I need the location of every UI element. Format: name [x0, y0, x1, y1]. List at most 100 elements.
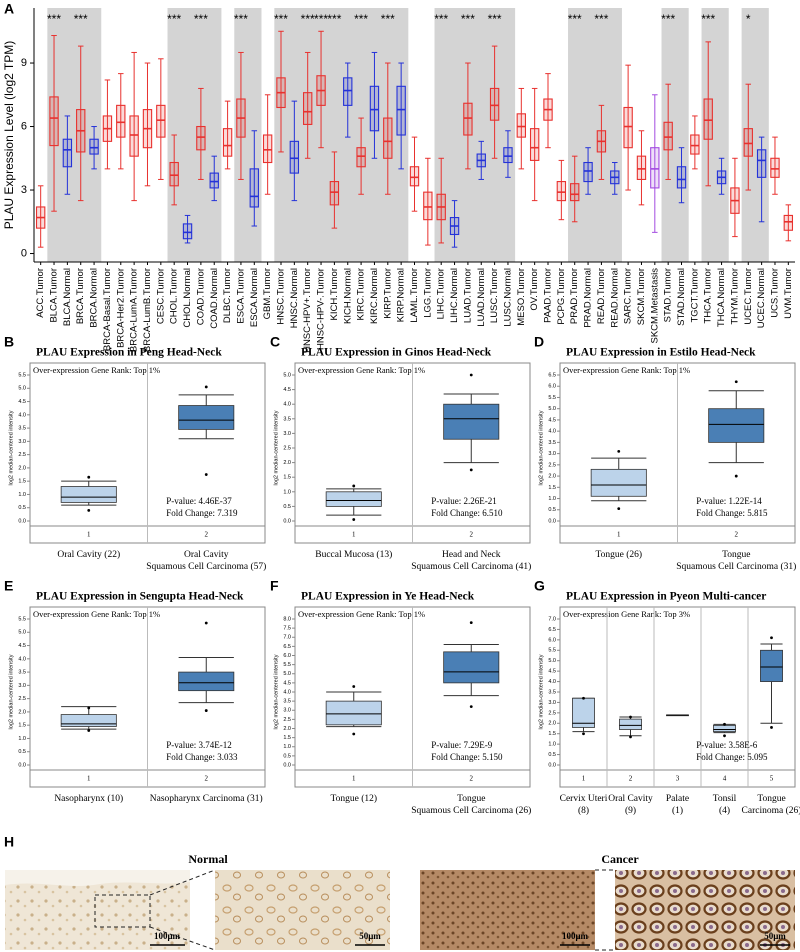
- p-value: P-value: 7.29E-9: [431, 740, 492, 750]
- y-tick-label: 6.5: [283, 644, 291, 650]
- y-tick-label: 0.5: [548, 752, 556, 758]
- y-tick-label: 2.5: [18, 696, 26, 702]
- y-axis-label: log2 median-centered intensity: [8, 410, 14, 485]
- box: [619, 718, 642, 730]
- box: [329, 181, 340, 206]
- x-tick-label: LAML.Tumor: [409, 268, 420, 323]
- outlier: [352, 732, 356, 736]
- group-number: 1: [87, 775, 91, 783]
- x-tick-label: HNSC-HPV-.Tumor: [316, 268, 327, 350]
- box: [423, 191, 433, 221]
- group-label: Palate: [666, 794, 689, 804]
- outlier: [204, 385, 208, 389]
- box: [743, 128, 753, 157]
- y-tick-label: 6.5: [548, 372, 556, 378]
- x-tick-label: OV.Tumor: [529, 268, 540, 311]
- box: [303, 92, 313, 125]
- y-tick-label: 0.5: [283, 753, 291, 759]
- panel-a: *** *** *** *** *** *** *** *** *** *** *** *** *** *…: [2, 8, 795, 353]
- box: [756, 149, 767, 178]
- x-tick-label: BRCA.Normal: [89, 268, 100, 328]
- box: [676, 166, 687, 189]
- box: [529, 128, 540, 161]
- y-tick-label: 5.5: [283, 662, 291, 668]
- rank-note: Over-expression Gene Rank: Top 1%: [298, 609, 425, 619]
- x-tick-label: UCS.Tumor: [769, 268, 780, 318]
- fold-change: Fold Change: 3.033: [166, 752, 238, 762]
- box: [516, 113, 526, 138]
- group-label: Squamous Cell Carcinoma (26): [411, 805, 531, 816]
- outlier: [723, 734, 726, 738]
- x-tick-label: ESCA.Tumor: [235, 268, 246, 324]
- rank-note: Over-expression Gene Rank: Top 3%: [563, 609, 690, 619]
- y-tick-label: 4.5: [18, 643, 26, 649]
- cancer-lowmag-image: [420, 870, 595, 950]
- box: [262, 134, 273, 164]
- panel-title: PLAU Expression in Pyeon Multi-cancer: [566, 591, 766, 603]
- y-tick-label: 4.5: [283, 387, 291, 393]
- y-tick-label: 7.0: [548, 616, 556, 622]
- group-label: Tongue: [457, 794, 485, 804]
- y-tick-label: 7.5: [283, 626, 291, 632]
- group-label: Tongue (26): [595, 549, 642, 560]
- x-tick-label: READ.Tumor: [596, 268, 607, 324]
- panel-title: PLAU Expression in Ginos Head-Neck: [301, 347, 492, 359]
- box: [343, 77, 353, 106]
- x-tick-label: HNSC-HPV+.Tumor: [302, 268, 313, 353]
- outlier: [87, 508, 91, 512]
- x-tick-label: KIRP.Normal: [396, 268, 407, 322]
- shade: [674, 8, 689, 262]
- x-tick-label: CHOL.Normal: [182, 268, 193, 328]
- y-tick-label: 4.0: [18, 656, 26, 662]
- x-tick-label: BRCA-Basal.Tumor: [102, 268, 113, 351]
- significance-label: ***: [194, 12, 208, 26]
- x-tick-label: MESO.Tumor: [516, 268, 527, 326]
- y-axis-label: log2 median-centered intensity: [273, 410, 279, 485]
- box: [60, 714, 117, 727]
- x-tick-label: GBM.Tumor: [262, 268, 273, 319]
- y-tick-label: 1.0: [18, 736, 26, 742]
- x-tick-label: UCEC.Tumor: [743, 268, 754, 325]
- y-tick-label: 3.5: [283, 416, 291, 422]
- group-number: 4: [723, 775, 727, 783]
- x-tick-label: HNSC.Tumor: [276, 268, 287, 325]
- x-tick-label: UVM.Tumor: [783, 268, 794, 319]
- y-tick-label: 0: [21, 247, 27, 259]
- y-axis-label: log2 median-centered intensity: [8, 654, 14, 729]
- box: [503, 147, 513, 164]
- rank-note: Over-expression Gene Rank: Top 1%: [563, 365, 690, 375]
- y-tick-label: 6.5: [548, 627, 556, 633]
- x-tick-label: LUSC.Normal: [502, 268, 513, 327]
- y-tick-label: 2.0: [283, 726, 291, 732]
- x-tick-label: SKCM.Tumor: [636, 268, 647, 325]
- x-tick-label: LGG.Tumor: [422, 268, 433, 318]
- y-tick-label: 5.5: [548, 395, 556, 401]
- group-number: 2: [205, 775, 209, 783]
- outlier: [734, 380, 738, 384]
- x-tick-label: BRCA-LumB.Tumor: [142, 268, 153, 352]
- significance-label: ***: [301, 12, 315, 26]
- x-tick-label: KIRP.Tumor: [382, 268, 393, 319]
- box: [182, 223, 193, 240]
- y-tick-label: 3.0: [283, 431, 291, 437]
- group-label: Oral Cavity: [184, 550, 229, 560]
- x-tick-label: BLCA.Normal: [62, 268, 73, 326]
- histology-label: Normal: [188, 852, 228, 866]
- outlier: [582, 732, 585, 736]
- group-label: Oral Cavity (22): [57, 549, 120, 560]
- box: [623, 106, 633, 149]
- x-tick-label: HNSC.Normal: [289, 268, 300, 328]
- y-tick-label: 5.0: [283, 671, 291, 677]
- y-tick-label: 4.0: [283, 689, 291, 695]
- box: [222, 128, 233, 157]
- shade: [447, 8, 462, 262]
- box: [636, 155, 647, 181]
- y-tick-label: 0.5: [548, 507, 556, 513]
- x-tick-label: PRAD.Normal: [583, 268, 594, 328]
- outlier: [204, 621, 208, 625]
- panel-title: PLAU Expression in Sengupta Head-Neck: [36, 591, 244, 603]
- x-tick-label: UCEC.Normal: [756, 268, 767, 328]
- box: [396, 85, 406, 136]
- y-tick-label: 3.5: [548, 689, 556, 695]
